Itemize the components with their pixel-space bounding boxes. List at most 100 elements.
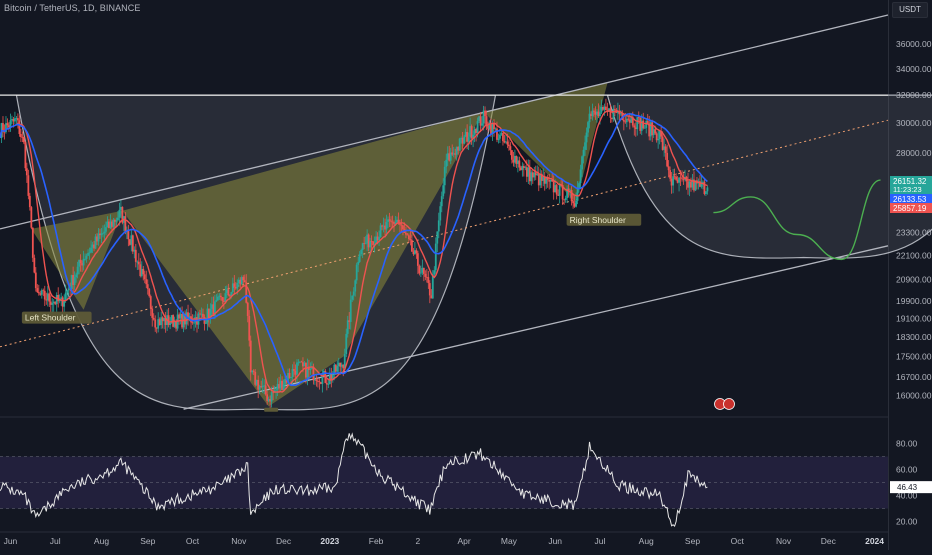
candle-body xyxy=(230,292,233,297)
candle-body xyxy=(37,292,40,294)
candle-body xyxy=(31,227,34,258)
candle-body xyxy=(515,155,518,164)
candle-body xyxy=(646,121,649,124)
candle-body xyxy=(314,379,316,381)
currency-selector[interactable]: USDT xyxy=(892,2,928,18)
candle-body xyxy=(524,167,527,169)
candle-body xyxy=(519,167,522,170)
rsi-line xyxy=(0,432,708,527)
candle-body xyxy=(269,398,272,402)
candle-body xyxy=(499,134,501,139)
candle-body xyxy=(211,304,213,309)
candle-body xyxy=(343,354,346,369)
candle-body xyxy=(308,366,310,370)
candle-body xyxy=(419,272,422,274)
economic-event-icon[interactable] xyxy=(723,398,735,410)
candle-body xyxy=(640,120,643,131)
candle-body xyxy=(451,152,454,155)
candle-body xyxy=(18,120,21,134)
candle-body xyxy=(285,379,288,383)
candle-body xyxy=(179,313,182,319)
candle-body xyxy=(249,340,252,373)
candle-body xyxy=(540,173,543,181)
candle-body xyxy=(678,177,680,183)
candle-body xyxy=(148,288,151,297)
candle-body xyxy=(552,181,555,193)
candle-body xyxy=(597,111,600,117)
candle-body xyxy=(425,276,428,278)
candle-body xyxy=(400,224,403,226)
candle-body xyxy=(676,179,679,183)
candle-body xyxy=(527,167,530,177)
candle-body xyxy=(339,362,342,367)
candle-body xyxy=(45,299,48,301)
candle-body xyxy=(682,178,685,180)
date-tick-label: 2 xyxy=(416,536,421,546)
candle-body xyxy=(199,313,201,315)
candle-body xyxy=(460,138,463,139)
candle-body xyxy=(539,173,542,186)
candle-body xyxy=(257,379,260,390)
candle-body xyxy=(660,130,663,137)
candle-body xyxy=(342,364,345,369)
candle-body xyxy=(536,173,539,176)
candle-body xyxy=(612,108,615,120)
candle-body xyxy=(466,131,469,142)
candle-body xyxy=(703,181,706,194)
candle-body xyxy=(193,322,195,324)
candle-body xyxy=(573,203,576,207)
candle-body xyxy=(446,153,449,160)
candle-body xyxy=(158,319,161,326)
candle-body xyxy=(575,200,577,207)
candle-body xyxy=(81,263,83,266)
moving-average-slow xyxy=(0,113,708,387)
candle-body xyxy=(657,138,660,141)
candle-body xyxy=(663,146,666,150)
triangle-pattern-2 xyxy=(122,111,484,407)
candle-body xyxy=(358,254,361,262)
candle-body xyxy=(563,199,566,201)
candle-body xyxy=(231,283,234,293)
candle-body xyxy=(275,389,277,391)
candle-body xyxy=(152,317,155,320)
price-tick-label: 22100.00 xyxy=(896,250,932,260)
rsi-tick-label: 80.00 xyxy=(896,439,918,449)
candle-body xyxy=(561,184,564,200)
price-tick-label: 20900.00 xyxy=(896,275,932,285)
candle-body xyxy=(255,379,258,385)
candle-body xyxy=(585,132,588,143)
candle-body xyxy=(191,322,194,324)
candle-body xyxy=(352,291,355,296)
rsi-value-label: 46.43 xyxy=(897,483,918,492)
candle-body xyxy=(215,300,218,302)
candle-body xyxy=(154,319,157,328)
candle-body xyxy=(593,110,595,112)
candle-body xyxy=(363,243,366,245)
candle-body xyxy=(428,283,431,296)
cup-shape-right xyxy=(606,94,932,259)
candle-body xyxy=(596,111,598,115)
candle-body xyxy=(14,118,16,122)
candle-body xyxy=(236,282,239,289)
candle-body xyxy=(511,150,513,160)
candle-body xyxy=(375,236,377,244)
candle-body xyxy=(654,129,657,134)
price-tick-label: 34000.00 xyxy=(896,64,932,74)
candle-body xyxy=(219,295,222,298)
candle-body xyxy=(549,179,552,182)
candle-body xyxy=(284,379,286,385)
candle-body xyxy=(25,168,28,176)
candle-body xyxy=(672,176,674,186)
candle-body xyxy=(155,327,158,329)
date-tick-label: Oct xyxy=(731,536,745,546)
candle-body xyxy=(115,220,118,222)
candle-body xyxy=(279,380,282,389)
candle-body xyxy=(448,153,451,161)
candle-body xyxy=(605,106,607,111)
candle-body xyxy=(454,153,457,155)
candle-body xyxy=(325,382,328,385)
candle-body xyxy=(670,178,673,186)
candle-body xyxy=(330,375,333,380)
candle-body xyxy=(315,379,318,381)
